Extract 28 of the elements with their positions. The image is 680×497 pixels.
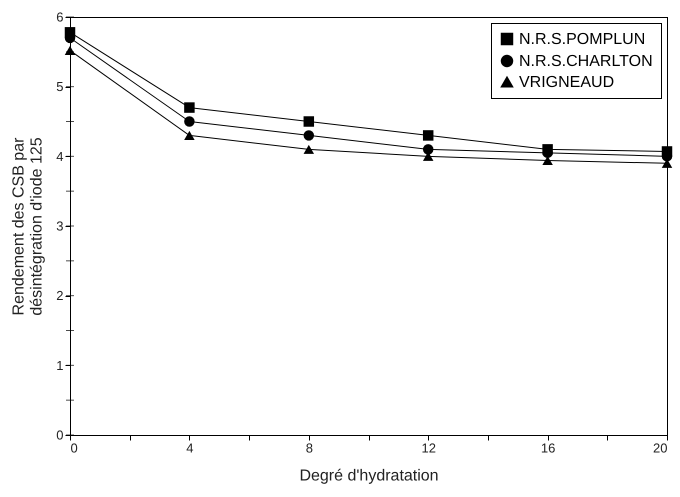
- x-tick-label: 8: [306, 440, 313, 456]
- point: [304, 116, 314, 127]
- point: [304, 144, 314, 154]
- x-tick-label: 12: [421, 440, 436, 456]
- y-tick-label: 4: [56, 148, 64, 164]
- x-tick-label: 16: [540, 440, 556, 456]
- text: désintégration d'iode 125: [28, 137, 46, 316]
- point: [184, 130, 195, 140]
- point: [422, 144, 434, 155]
- x-tick-label: 20: [653, 440, 668, 456]
- legend-label: N.R.S.CHARLTON: [519, 53, 653, 70]
- legend-label: VRIGNEAUD: [519, 74, 614, 91]
- x-tick-label: 0: [70, 440, 78, 456]
- y-tick-label: 6: [56, 10, 64, 24]
- y-tick-label: 1: [56, 358, 64, 373]
- x-tick-label: 4: [186, 440, 194, 456]
- y-tick-label: 3: [56, 218, 64, 234]
- point: [64, 46, 76, 55]
- point: [184, 102, 195, 113]
- point: [184, 116, 195, 127]
- y-tick-label: 2: [56, 288, 64, 304]
- legend-label: N.R.S.POMPLUN: [519, 31, 646, 48]
- text: Rendement des CSB par: [10, 138, 28, 316]
- x-axis-title: Degré d'hydratation: [299, 468, 439, 484]
- point: [422, 130, 434, 141]
- y-tick-label: 5: [56, 79, 64, 94]
- point: [304, 130, 314, 141]
- y-tick-label: 0: [56, 428, 64, 442]
